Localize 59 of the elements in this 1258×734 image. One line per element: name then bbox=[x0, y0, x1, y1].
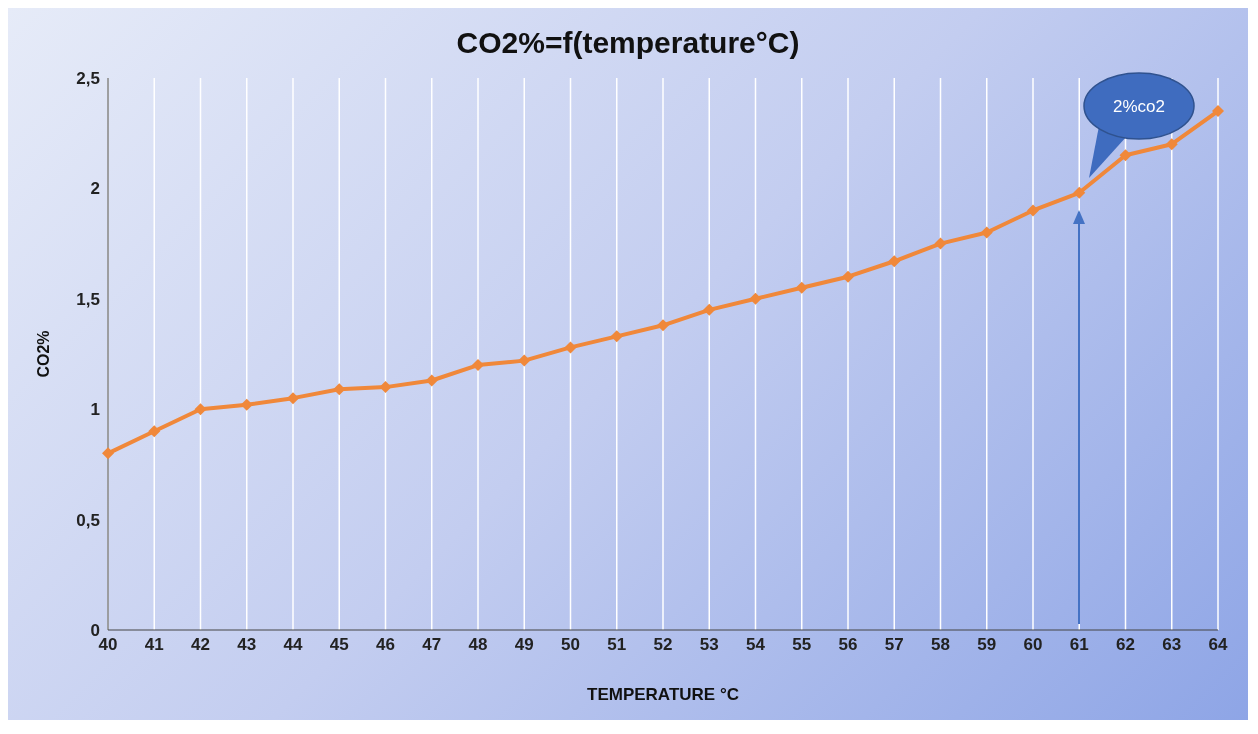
point bbox=[287, 392, 299, 405]
x-tick-label: 51 bbox=[607, 635, 627, 655]
x-tick-label: 45 bbox=[329, 635, 349, 655]
chart-title: CO2%=f(temperature°C) bbox=[455, 26, 801, 60]
point bbox=[194, 403, 207, 416]
x-tick-label: 63 bbox=[1162, 635, 1182, 655]
point bbox=[888, 255, 901, 268]
x-tick-label: 64 bbox=[1208, 635, 1228, 655]
y-tick-label: 0 bbox=[90, 621, 100, 641]
x-tick-label: 62 bbox=[1116, 635, 1135, 655]
x-tick-label: 52 bbox=[653, 635, 673, 655]
x-tick-label: 41 bbox=[144, 635, 164, 655]
x-tick-label: 53 bbox=[699, 635, 719, 655]
point bbox=[1119, 149, 1132, 162]
x-tick-label: 60 bbox=[1023, 635, 1043, 655]
point bbox=[1073, 186, 1086, 199]
x-tick-label: 49 bbox=[514, 635, 534, 655]
y-tick-label: 1 bbox=[90, 400, 100, 420]
point bbox=[749, 292, 762, 305]
x-tick-label: 44 bbox=[283, 635, 303, 655]
point bbox=[1212, 105, 1224, 118]
x-tick-label: 43 bbox=[237, 635, 257, 655]
point bbox=[657, 319, 669, 332]
x-tick-label: 61 bbox=[1069, 635, 1089, 655]
point bbox=[703, 303, 716, 316]
x-tick-label: 48 bbox=[468, 635, 488, 655]
x-tick-label: 46 bbox=[376, 635, 395, 655]
point bbox=[795, 281, 808, 294]
x-tick-label: 40 bbox=[98, 635, 118, 655]
point bbox=[425, 374, 438, 387]
y-tick-label: 1,5 bbox=[76, 289, 100, 309]
point bbox=[842, 270, 854, 283]
point bbox=[472, 359, 484, 372]
point bbox=[1027, 204, 1039, 217]
point bbox=[240, 398, 253, 411]
x-tick-label: 55 bbox=[792, 635, 812, 655]
y-tick-label: 0,5 bbox=[76, 510, 100, 530]
point bbox=[379, 381, 392, 394]
point bbox=[1165, 138, 1178, 151]
y-tick-label: 2 bbox=[90, 179, 100, 199]
point bbox=[934, 237, 947, 250]
point bbox=[610, 330, 623, 343]
x-axis-title: TEMPERATURE °C bbox=[587, 685, 739, 704]
x-tick-label: 50 bbox=[561, 635, 580, 655]
x-tick-label: 57 bbox=[884, 635, 904, 655]
x-tick-label: 54 bbox=[746, 635, 766, 655]
point bbox=[102, 447, 114, 460]
y-tick-label: 2,5 bbox=[76, 69, 100, 89]
y-axis-title: CO2% bbox=[34, 330, 52, 378]
annotation: 2%co2 bbox=[1113, 97, 1165, 116]
point bbox=[148, 425, 161, 438]
x-tick-label: 56 bbox=[838, 635, 858, 655]
x-tick-label: 42 bbox=[191, 635, 210, 655]
x-tick-label: 58 bbox=[931, 635, 950, 655]
point bbox=[980, 226, 993, 239]
x-tick-label: 47 bbox=[422, 635, 442, 655]
x-tick-label: 59 bbox=[977, 635, 997, 655]
point bbox=[518, 354, 531, 367]
point bbox=[564, 341, 577, 354]
